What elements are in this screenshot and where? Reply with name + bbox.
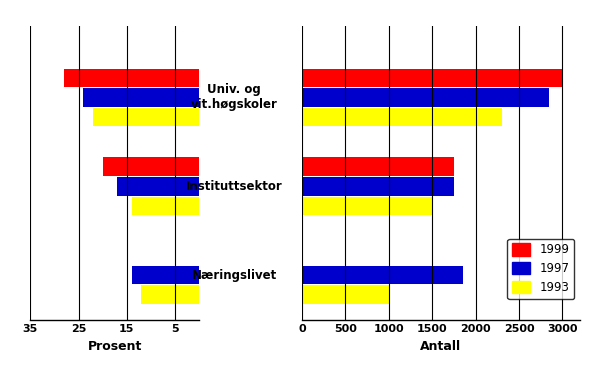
Text: Univ. og
vit.høgskoler: Univ. og vit.høgskoler [191,83,278,111]
Bar [302,108,502,126]
Bar [302,68,562,87]
X-axis label: Antall: Antall [420,340,461,353]
Bar [302,88,550,107]
Text: Næringslivet: Næringslivet [191,269,277,282]
Bar [302,177,454,196]
Bar [141,285,199,304]
Bar [117,177,199,196]
Bar [83,88,199,107]
Bar [132,197,199,215]
Legend: 1999, 1997, 1993: 1999, 1997, 1993 [507,239,574,299]
Bar [302,197,432,215]
X-axis label: Prosent: Prosent [88,340,142,353]
Bar [302,266,463,285]
Bar [103,158,199,176]
Bar [132,266,199,285]
Bar [302,158,454,176]
Bar [302,285,389,304]
Text: Instituttsektor: Instituttsektor [186,180,283,193]
Bar [93,108,199,126]
Bar [64,68,199,87]
